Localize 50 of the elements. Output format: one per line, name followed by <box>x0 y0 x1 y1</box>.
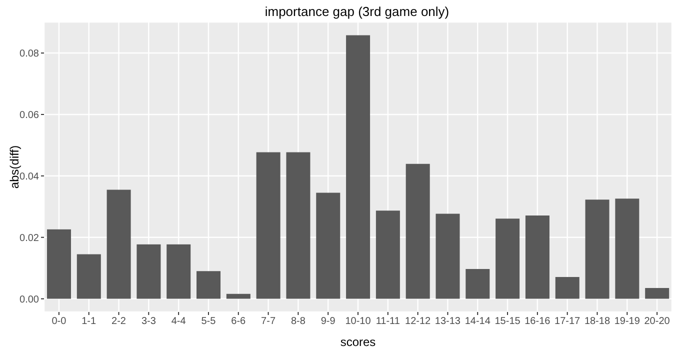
x-tick-label: 2-2 <box>112 316 126 328</box>
x-tick-label: 6-6 <box>231 316 246 328</box>
x-tick-label: 5-5 <box>201 316 216 328</box>
x-tick-label: 8-8 <box>290 316 306 328</box>
x-tick-label: 9-9 <box>320 316 336 328</box>
bar <box>436 214 460 299</box>
x-axis-title: scores <box>340 335 376 349</box>
bar <box>136 244 161 299</box>
x-tick-label: 15-15 <box>494 316 521 328</box>
x-tick-label: 13-13 <box>434 316 461 328</box>
y-tick-label: 0.02 <box>20 232 40 244</box>
x-tick-label: 20-20 <box>644 316 670 328</box>
bar <box>76 254 101 299</box>
x-tick-label: 7-7 <box>261 316 276 328</box>
bar <box>346 35 370 299</box>
y-tick-label: 0.00 <box>20 294 40 306</box>
y-tick-label: 0.04 <box>20 171 40 182</box>
x-tick-label: 16-16 <box>524 316 551 328</box>
bar <box>525 216 550 299</box>
bar <box>585 200 610 299</box>
bar <box>555 276 580 299</box>
bar <box>316 192 340 299</box>
bar <box>166 244 191 299</box>
x-tick-label: 10-10 <box>345 316 372 328</box>
chart-title: importance gap (3rd game only) <box>264 4 450 19</box>
x-tick-label: 3-3 <box>141 316 156 328</box>
x-tick-label: 19-19 <box>614 316 640 328</box>
bar <box>645 288 670 299</box>
bar <box>226 294 250 299</box>
bar <box>376 210 400 299</box>
y-axis-title: abs(diff) <box>7 145 22 189</box>
bar <box>46 229 71 299</box>
y-tick-label: 0.06 <box>20 110 40 122</box>
bar <box>106 190 131 299</box>
bar <box>615 198 640 299</box>
bar <box>286 152 310 299</box>
x-tick-label: 12-12 <box>405 316 432 328</box>
bar <box>256 152 280 299</box>
x-tick-label: 18-18 <box>584 316 610 328</box>
x-tick-label: 14-14 <box>464 316 491 328</box>
y-tick-label: 0.08 <box>20 48 40 60</box>
x-tick-label: 17-17 <box>554 316 581 328</box>
bar <box>196 271 221 299</box>
x-tick-label: 1-1 <box>82 316 97 328</box>
x-tick-label: 4-4 <box>171 316 186 328</box>
x-tick-label: 11-11 <box>376 316 400 328</box>
bar <box>496 218 520 299</box>
x-tick-label: 0-0 <box>52 316 67 328</box>
bar <box>466 268 490 299</box>
bar <box>406 164 430 299</box>
